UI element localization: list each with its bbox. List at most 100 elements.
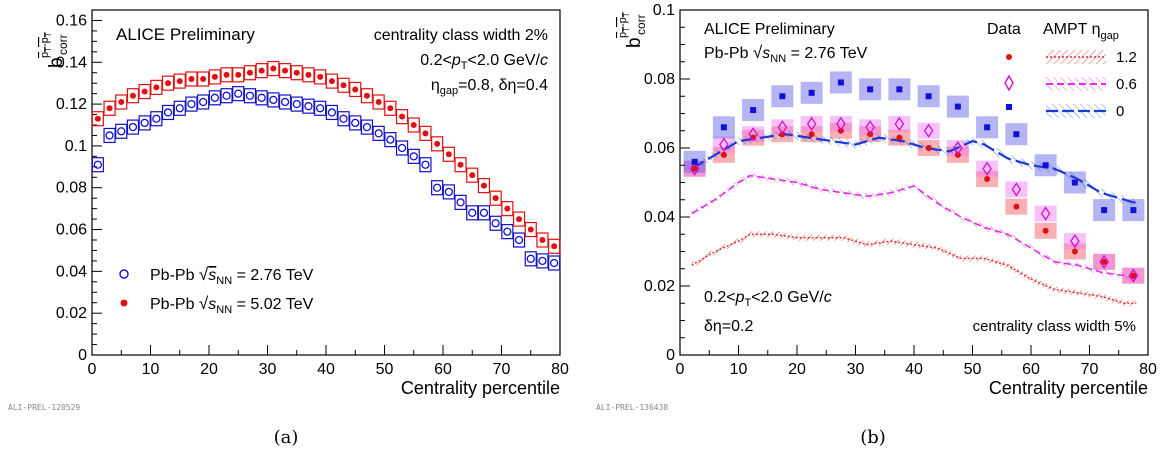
systematic-box xyxy=(161,75,175,91)
systematic-box xyxy=(325,73,338,89)
ampt-curves xyxy=(691,130,1137,307)
systematic-box xyxy=(419,125,432,141)
data-point xyxy=(153,84,160,91)
data-point xyxy=(327,108,337,117)
systematic-box xyxy=(302,67,315,83)
data-point xyxy=(836,116,846,132)
systematic-box xyxy=(220,67,233,83)
systematic-box xyxy=(349,81,362,98)
systematic-box xyxy=(278,63,292,79)
data-point xyxy=(362,122,372,132)
legend-header-ampt: AMPT ηgap xyxy=(1043,21,1119,42)
systematic-box xyxy=(243,88,257,104)
data-point xyxy=(293,69,300,76)
data-point xyxy=(748,127,758,142)
systematic-box xyxy=(126,119,140,135)
chart-title: ALICE Preliminary xyxy=(704,21,835,38)
systematic-box xyxy=(477,178,491,194)
y-tick-label: 0.02 xyxy=(56,305,87,322)
data-point xyxy=(421,160,430,169)
data-point xyxy=(140,118,149,128)
data-point xyxy=(282,67,289,74)
data-point xyxy=(1011,182,1022,197)
data-point xyxy=(719,137,729,152)
systematic-box xyxy=(407,148,420,164)
data-point xyxy=(1071,248,1078,255)
y-tick-label: 0 xyxy=(78,347,87,364)
x-tick-label: 0 xyxy=(676,361,685,378)
data-point xyxy=(1070,233,1080,249)
systematic-box xyxy=(220,88,233,104)
systematic-box xyxy=(185,96,198,112)
data-point xyxy=(399,113,406,120)
data-point xyxy=(223,71,230,78)
subfigure-label: (b) xyxy=(860,427,886,448)
data-point xyxy=(480,182,487,189)
chart-subtitle: Pb-Pb √sNN = 2.76 TeV xyxy=(704,43,868,65)
data-point xyxy=(894,116,905,132)
legend-ampt-band-0 xyxy=(1046,104,1106,118)
ampt-uncertainty-band xyxy=(691,172,1137,283)
data-point xyxy=(456,198,465,207)
y-tick-label: 0.04 xyxy=(56,263,87,280)
data-point xyxy=(1101,207,1108,214)
systematic-band xyxy=(859,119,882,136)
systematic-box xyxy=(91,157,104,173)
data-point xyxy=(491,219,500,228)
systematic-box xyxy=(115,123,128,139)
legend-data-marker-0 xyxy=(1006,104,1012,110)
data-point xyxy=(457,161,464,168)
x-tick-label: 30 xyxy=(259,361,277,378)
systematic-box xyxy=(349,115,362,131)
x-tick-label: 80 xyxy=(1139,361,1157,378)
systematic-box xyxy=(489,190,502,206)
systematic-box xyxy=(232,86,245,102)
data-point xyxy=(720,124,727,131)
x-tick-label: 60 xyxy=(1022,361,1040,378)
data-point xyxy=(280,97,290,107)
legend-ampt-band-0.6 xyxy=(1046,77,1106,91)
x-tick-label: 60 xyxy=(434,361,452,378)
data-point xyxy=(176,78,183,85)
data-point xyxy=(93,160,102,169)
data-point xyxy=(468,208,477,217)
data-point xyxy=(187,99,196,109)
data-point xyxy=(925,93,932,100)
data-point xyxy=(375,99,382,105)
x-tick-label: 10 xyxy=(142,361,160,378)
data-point xyxy=(527,226,534,233)
legend-data-marker-1.2 xyxy=(1006,54,1012,60)
y-tick-label: 0.06 xyxy=(56,222,87,239)
systematic-box xyxy=(395,109,409,125)
annotation-eta: ηgap=0.8, δη=0.4 xyxy=(431,77,548,97)
y-tick-label: 0.08 xyxy=(644,71,675,88)
ampt-curve xyxy=(691,174,1137,280)
legend-header-data: Data xyxy=(987,21,1021,38)
systematic-band xyxy=(976,160,999,177)
systematic-box xyxy=(314,69,327,85)
data-point xyxy=(504,205,511,212)
systematic-box xyxy=(536,232,549,248)
data-point xyxy=(222,91,231,100)
x-tick-label: 50 xyxy=(964,361,982,378)
data-point xyxy=(750,134,757,141)
data-point xyxy=(551,243,558,250)
data-point xyxy=(163,108,173,117)
data-point xyxy=(363,92,370,99)
svg-text:b: b xyxy=(46,57,67,68)
x-tick-label: 40 xyxy=(905,361,923,378)
systematic-box xyxy=(278,94,292,110)
systematic-box xyxy=(197,71,210,87)
legend-data-marker-0.6 xyxy=(1004,74,1014,92)
data-point xyxy=(397,143,407,153)
data-point xyxy=(141,88,148,95)
ampt-uncertainty-band xyxy=(691,130,1137,208)
systematic-box xyxy=(384,100,397,116)
systematic-box xyxy=(466,205,479,221)
y-axis-label: b corr pT-pT xyxy=(39,32,70,68)
chart-title: ALICE Preliminary xyxy=(116,25,255,44)
data-point xyxy=(117,127,126,136)
legend-label-2.76: Pb-Pb √sNN = 2.76 TeV xyxy=(150,265,314,287)
systematic-box xyxy=(431,136,444,152)
